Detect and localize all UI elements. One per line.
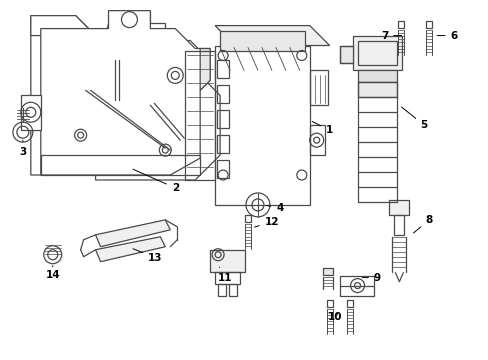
Text: 1: 1	[312, 121, 333, 135]
Bar	[339, 276, 374, 296]
Text: 14: 14	[45, 266, 60, 280]
Text: 13: 13	[133, 249, 163, 263]
Bar	[217, 60, 228, 78]
Text: 4: 4	[266, 203, 283, 213]
Bar	[326, 300, 332, 306]
Bar	[388, 200, 408, 215]
Bar	[210, 250, 244, 272]
Bar	[426, 21, 431, 28]
Text: 2: 2	[133, 169, 179, 193]
Text: 8: 8	[413, 215, 432, 233]
Bar	[357, 71, 397, 82]
Bar	[218, 284, 225, 296]
Bar	[217, 85, 228, 103]
Polygon shape	[95, 220, 170, 247]
Bar	[217, 160, 228, 178]
Polygon shape	[21, 95, 41, 130]
Text: 7: 7	[380, 31, 401, 41]
Bar	[220, 31, 304, 50]
Bar	[346, 300, 352, 306]
Polygon shape	[31, 15, 220, 180]
Bar	[244, 215, 250, 222]
Bar	[217, 135, 228, 153]
Polygon shape	[41, 11, 210, 175]
Text: 11: 11	[217, 267, 232, 283]
Polygon shape	[215, 26, 329, 45]
Polygon shape	[95, 237, 165, 262]
Bar	[357, 41, 397, 66]
Bar	[185, 50, 215, 180]
Text: 3: 3	[19, 140, 26, 157]
Bar	[339, 45, 352, 63]
Polygon shape	[31, 15, 95, 175]
Bar	[398, 21, 404, 28]
Bar	[394, 215, 404, 235]
Text: 12: 12	[254, 217, 279, 227]
Text: 10: 10	[327, 312, 341, 323]
Bar	[215, 272, 240, 284]
Bar	[309, 125, 324, 155]
Text: 5: 5	[401, 107, 427, 130]
Bar	[309, 71, 327, 105]
Text: 9: 9	[362, 273, 380, 283]
Polygon shape	[200, 49, 210, 90]
Bar	[322, 268, 332, 275]
Bar	[352, 36, 402, 71]
Bar	[228, 284, 237, 296]
Bar	[217, 110, 228, 128]
Bar	[357, 82, 397, 97]
Text: 6: 6	[436, 31, 457, 41]
Polygon shape	[108, 11, 165, 41]
Bar	[215, 45, 309, 205]
